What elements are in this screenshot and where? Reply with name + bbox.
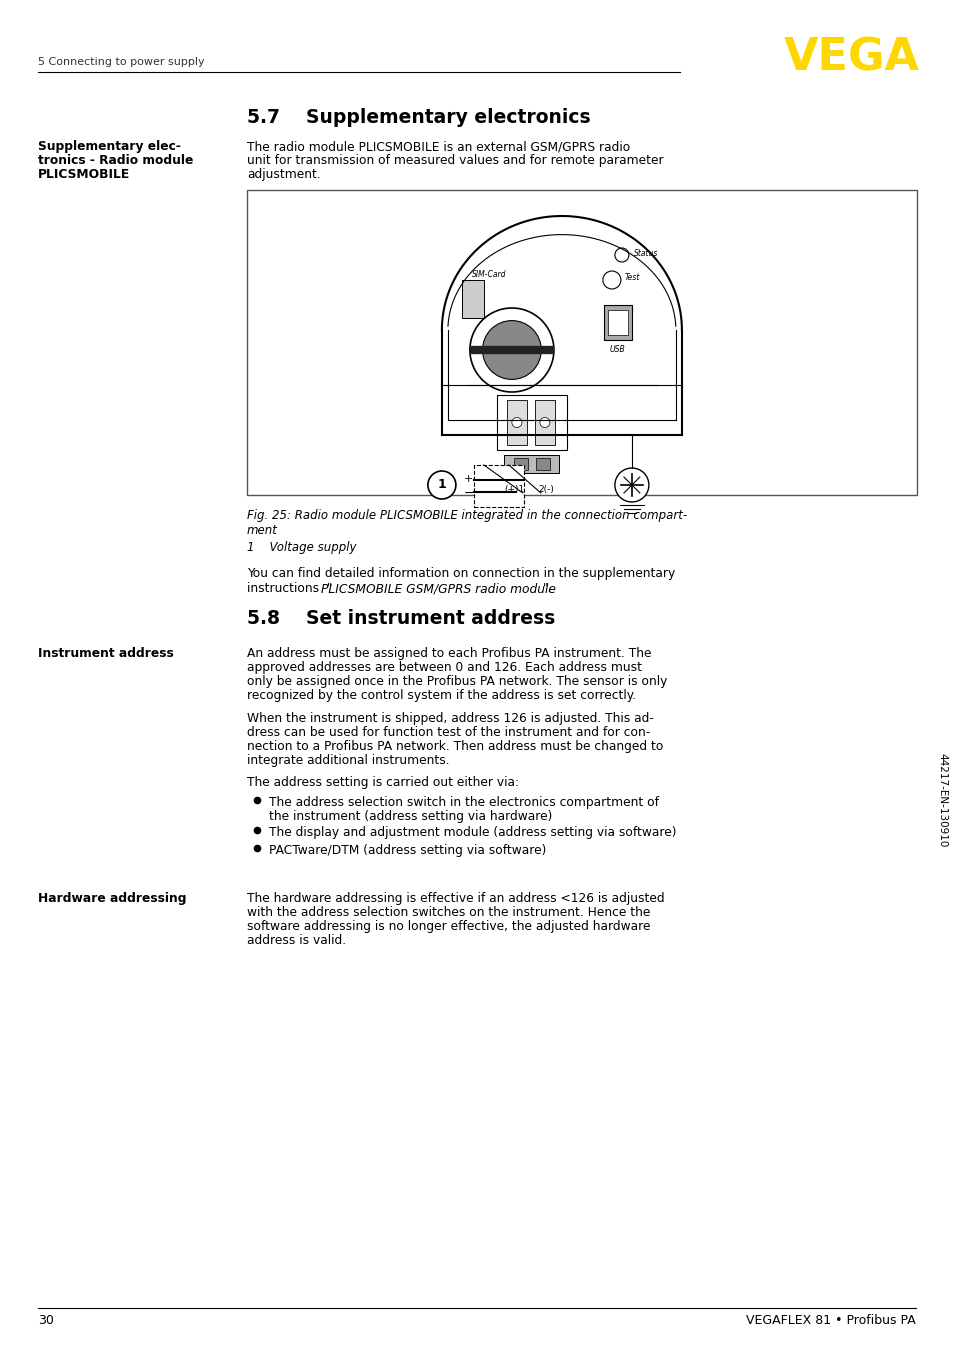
Text: Hardware addressing: Hardware addressing [38,892,186,904]
Text: When the instrument is shipped, address 126 is adjusted. This ad-: When the instrument is shipped, address … [247,712,653,724]
Circle shape [470,307,554,393]
Text: VEGAFLEX 81 • Profibus PA: VEGAFLEX 81 • Profibus PA [745,1313,915,1327]
Bar [603,305,631,340]
Bar [607,310,627,334]
Bar [506,399,526,445]
Text: PLICSMOBILE GSM/GPRS radio module: PLICSMOBILE GSM/GPRS radio module [320,582,556,594]
Text: The address selection switch in the electronics compartment of: The address selection switch in the elec… [269,796,659,808]
Text: software addressing is no longer effective, the adjusted hardware: software addressing is no longer effecti… [247,919,650,933]
Text: address is valid.: address is valid. [247,934,346,946]
Bar [247,190,916,496]
Text: tronics - Radio module: tronics - Radio module [38,154,193,167]
Text: 5.7    Supplementary electronics: 5.7 Supplementary electronics [247,108,590,127]
Text: +: + [463,474,473,483]
Text: The display and adjustment module (address setting via software): The display and adjustment module (addre… [269,826,676,839]
Text: Fig. 25: Radio module PLICSMOBILE integrated in the connection compart-: Fig. 25: Radio module PLICSMOBILE integr… [247,509,686,523]
Bar [461,280,483,318]
Text: Test: Test [624,274,639,283]
Text: with the address selection switches on the instrument. Hence the: with the address selection switches on t… [247,906,650,919]
Circle shape [428,471,456,500]
Text: You can find detailed information on connection in the supplementary: You can find detailed information on con… [247,567,675,580]
Text: 1: 1 [437,478,446,492]
Text: unit for transmission of measured values and for remote parameter: unit for transmission of measured values… [247,154,663,167]
Text: ".: ". [542,582,552,594]
Bar [474,464,523,506]
Text: PACTware/DTM (address setting via software): PACTware/DTM (address setting via softwa… [269,844,546,857]
Text: recognized by the control system if the address is set correctly.: recognized by the control system if the … [247,689,636,701]
Text: The address setting is carried out either via:: The address setting is carried out eithe… [247,776,518,789]
Text: integrate additional instruments.: integrate additional instruments. [247,754,449,766]
Text: The radio module PLICSMOBILE is an external GSM/GPRS radio: The radio module PLICSMOBILE is an exter… [247,139,630,153]
Text: 30: 30 [38,1313,53,1327]
Text: (+)1: (+)1 [503,485,523,494]
Text: dress can be used for function test of the instrument and for con-: dress can be used for function test of t… [247,726,650,739]
Text: Instrument address: Instrument address [38,647,173,659]
Text: USB: USB [609,345,625,353]
Text: SIM-Card: SIM-Card [472,269,506,279]
Circle shape [539,417,549,428]
Bar [535,399,555,445]
Circle shape [602,271,620,288]
Text: −: − [463,486,474,500]
Text: The hardware addressing is effective if an address <126 is adjusted: The hardware addressing is effective if … [247,892,664,904]
Text: nection to a Profibus PA network. Then address must be changed to: nection to a Profibus PA network. Then a… [247,741,662,753]
Text: approved addresses are between 0 and 126. Each address must: approved addresses are between 0 and 126… [247,661,641,674]
Text: PLICSMOBILE: PLICSMOBILE [38,168,131,181]
Bar [514,458,527,470]
Text: Status: Status [633,249,658,257]
Text: 5.8    Set instrument address: 5.8 Set instrument address [247,609,555,628]
Circle shape [482,321,540,379]
Text: 2(-): 2(-) [537,485,554,494]
Text: 1    Voltage supply: 1 Voltage supply [247,542,356,554]
Text: adjustment.: adjustment. [247,168,320,181]
Text: 44217-EN-130910: 44217-EN-130910 [936,753,946,848]
Text: VEGA: VEGA [783,37,919,80]
Circle shape [512,417,521,428]
Bar [536,458,549,470]
Text: the instrument (address setting via hardware): the instrument (address setting via hard… [269,810,552,823]
Text: only be assigned once in the Profibus PA network. The sensor is only: only be assigned once in the Profibus PA… [247,676,667,688]
Bar [497,395,566,450]
Circle shape [615,468,648,502]
Text: Supplementary elec-: Supplementary elec- [38,139,181,153]
Text: ment: ment [247,524,277,538]
Circle shape [615,248,628,263]
Bar [504,455,558,473]
Text: An address must be assigned to each Profibus PA instrument. The: An address must be assigned to each Prof… [247,647,651,659]
Text: 5 Connecting to power supply: 5 Connecting to power supply [38,57,204,66]
Text: instructions  ": instructions " [247,582,332,594]
